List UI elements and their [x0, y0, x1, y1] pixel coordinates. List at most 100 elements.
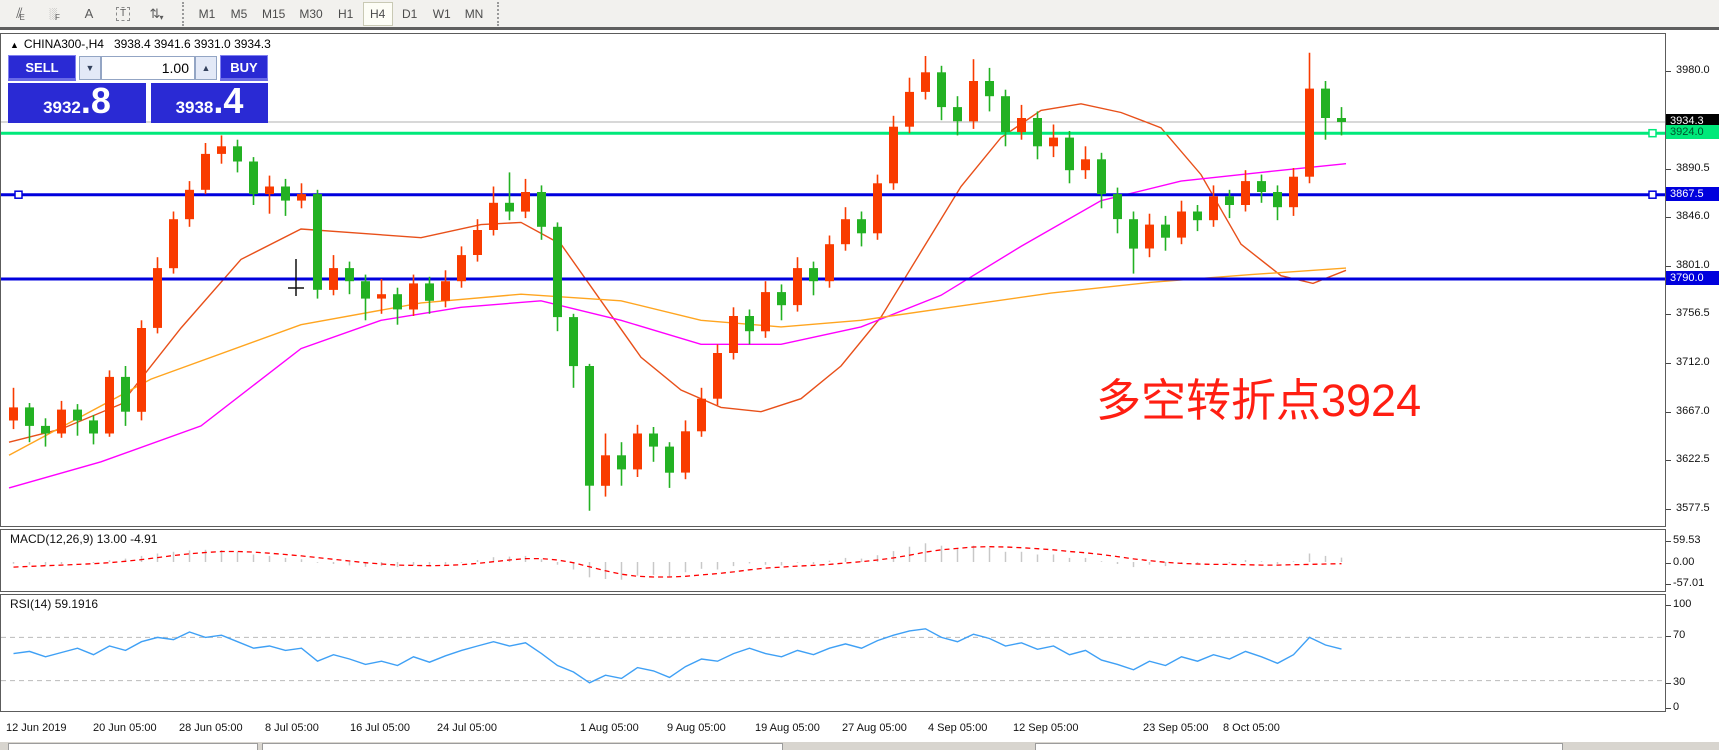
macd-axis-label: -57.01	[1673, 577, 1705, 589]
macd-tick	[1666, 563, 1671, 564]
main-chart-pane[interactable]	[0, 33, 1666, 527]
tf-m5-button[interactable]: M5	[230, 6, 248, 21]
tf-h4-button[interactable]: H4	[362, 1, 393, 26]
crosshair-marker	[288, 259, 304, 296]
price-tick	[1666, 71, 1671, 72]
channel-sub: E	[19, 13, 25, 22]
rsi-tick	[1666, 708, 1671, 709]
macd-axis-label: 59.53	[1673, 534, 1701, 546]
channel-glyph: ⫽	[16, 5, 22, 21]
volume-input[interactable]: 1.00	[101, 56, 195, 80]
text-label-tool-icon[interactable]: T	[108, 2, 138, 26]
tf-w1-button[interactable]: W1	[432, 6, 451, 21]
equidistant-channel-tool-icon[interactable]: ⫽ E	[6, 2, 36, 26]
arrow-objects-tool-icon[interactable]: ⇅ ▾	[142, 2, 172, 26]
date-label: 19 Aug 05:00	[755, 722, 820, 734]
tf-h1-button[interactable]: H1	[338, 6, 354, 21]
price-badge-3790.0: 3790.0	[1666, 271, 1719, 285]
rsi-axis-label: 100	[1673, 598, 1692, 610]
rsi-chart	[1, 628, 1665, 684]
macd-tick	[1666, 541, 1671, 542]
price-tick	[1666, 509, 1671, 510]
macd-axis-label: 0.00	[1673, 556, 1695, 568]
date-label: 8 Oct 05:00	[1223, 722, 1280, 734]
tf-m1-button[interactable]: M1	[198, 6, 216, 21]
price-tick	[1666, 314, 1671, 315]
candlestick-chart[interactable]	[1, 34, 1665, 526]
tf-d1-button[interactable]: D1	[402, 6, 418, 21]
macd-pane[interactable]	[0, 529, 1666, 592]
macd-tick	[1666, 584, 1671, 585]
sell-price[interactable]: 3932.8	[8, 83, 146, 123]
hline-handle[interactable]	[1648, 190, 1657, 199]
status-seg-2	[262, 743, 783, 750]
price-tick-label: 3756.5	[1676, 307, 1710, 319]
date-label: 27 Aug 05:00	[842, 722, 907, 734]
rsi-line	[13, 628, 1342, 684]
sell-price-main: 3932	[43, 98, 81, 117]
date-label: 12 Sep 05:00	[1013, 722, 1079, 734]
hline-handle[interactable]	[1648, 128, 1657, 138]
rsi-pane[interactable]	[0, 594, 1666, 712]
ma-slow-line	[8, 267, 1347, 456]
macd-name: MACD(12,26,9)	[10, 532, 94, 546]
rsi-axis-label: 0	[1673, 701, 1680, 713]
text-tool-icon[interactable]: A	[74, 2, 104, 26]
date-label: 4 Sep 05:00	[928, 722, 988, 734]
price-tick-label: 3890.5	[1676, 162, 1710, 174]
ma-medium-line	[8, 163, 1347, 489]
fibonacci-tool-icon[interactable]: ░ F	[40, 2, 70, 26]
ma-fast-line	[8, 103, 1347, 443]
hline-handle[interactable]	[14, 190, 23, 199]
macd-label: MACD(12,26,9) 13.00 -4.91	[10, 532, 157, 546]
arrows-glyph: ⇅	[149, 5, 161, 21]
chart-annotation-text[interactable]: 多空转折点3924	[1096, 375, 1422, 426]
ohlc-values: 3938.4 3941.6 3931.0 3934.3	[113, 37, 271, 51]
price-tick-label: 3622.5	[1676, 453, 1710, 465]
rsi-axis-label: 70	[1673, 629, 1686, 641]
volume-increase-button[interactable]: ▲	[195, 56, 217, 80]
label-glyph: T	[115, 6, 131, 21]
price-tick-label: 3577.5	[1676, 502, 1710, 514]
price-tick-label: 3801.0	[1676, 259, 1710, 271]
buy-price[interactable]: 3938.4	[151, 83, 268, 123]
macd-signal-value: -4.91	[130, 532, 158, 546]
date-label: 20 Jun 05:00	[93, 722, 157, 734]
date-label: 1 Aug 05:00	[580, 722, 639, 734]
toolbar: ⫽ E ░ F A T ⇅ ▾ M1 M5 M15 M30 H1 H4 D1 W1 M…	[0, 0, 1719, 30]
price-badge-3867.5: 3867.5	[1666, 187, 1719, 201]
rsi-name: RSI(14)	[10, 597, 52, 611]
macd-histogram	[12, 543, 1343, 580]
buy-price-main: 3938	[175, 98, 214, 117]
rsi-tick	[1666, 683, 1671, 684]
fibo-sub: F	[54, 13, 60, 22]
tf-m30-button[interactable]: M30	[299, 6, 323, 21]
volume-decrease-button[interactable]: ▼	[79, 56, 101, 80]
symbol-period-label: CHINA300-,H4	[23, 37, 104, 51]
price-tick-label: 3846.0	[1676, 210, 1710, 222]
collapse-arrow-icon[interactable]: ▲	[10, 40, 19, 50]
price-tick-label: 3667.0	[1676, 405, 1710, 417]
toolbar-grip[interactable]	[182, 1, 184, 26]
macd-chart	[12, 543, 1343, 580]
price-tick-label: 3712.0	[1676, 356, 1710, 368]
price-tick-label: 3980.0	[1676, 64, 1710, 76]
tf-m15-button[interactable]: M15	[262, 6, 286, 21]
tf-mn-button[interactable]: MN	[464, 6, 484, 21]
price-badge-3934.3: 3934.3	[1666, 114, 1719, 128]
date-label: 9 Aug 05:00	[667, 722, 726, 734]
buy-button[interactable]: BUY	[220, 55, 268, 81]
sell-button[interactable]: SELL	[8, 55, 76, 81]
status-seg-3	[1035, 743, 1563, 750]
buy-price-pips: .4	[213, 80, 244, 121]
macd-signal-line	[13, 546, 1342, 578]
price-tick	[1666, 217, 1671, 218]
rsi-value: 59.1916	[54, 597, 99, 611]
date-label: 12 Jun 2019	[6, 722, 67, 734]
price-tick	[1666, 412, 1671, 413]
toolbar-grip-2[interactable]	[497, 1, 500, 26]
status-seg-1	[8, 743, 258, 750]
fibo-glyph: ░	[49, 7, 57, 20]
macd-value: 13.00	[96, 532, 127, 546]
